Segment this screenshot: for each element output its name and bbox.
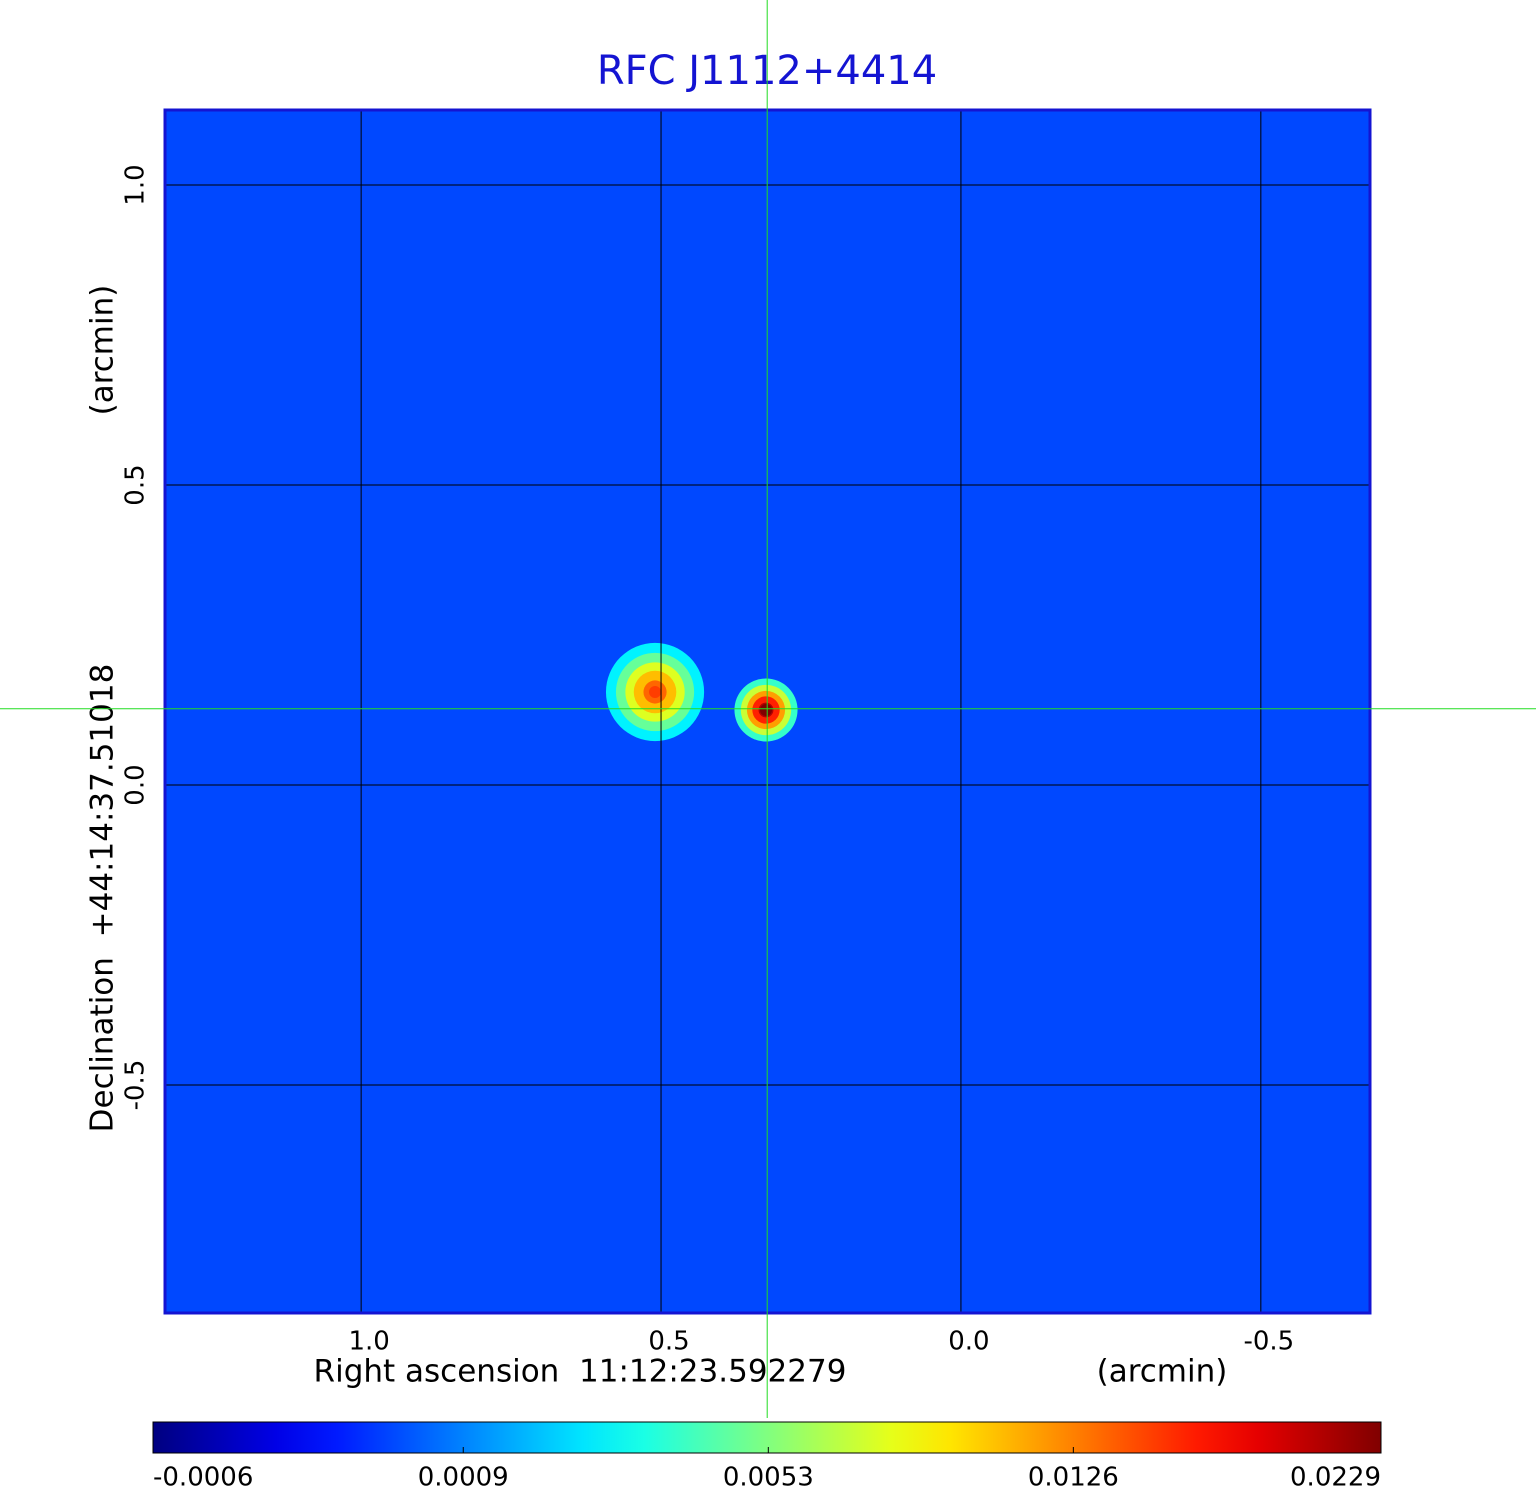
y-axis-label: Declination +44:14:37.51018 — [85, 664, 121, 1133]
colorbar-tick-label: 0.0009 — [418, 1463, 509, 1493]
colorbar-tick-label: 0.0053 — [723, 1463, 814, 1493]
colorbar-tick-label: 0.0126 — [1028, 1463, 1119, 1493]
x-tick-label: -0.5 — [1243, 1327, 1294, 1357]
x-axis-label: Right ascension 11:12:23.592279 — [314, 1354, 847, 1390]
x-tick-label: 1.0 — [348, 1327, 389, 1357]
y-tick-label: 1.0 — [121, 164, 151, 205]
source — [649, 686, 662, 698]
x-axis-unit: (arcmin) — [1097, 1354, 1228, 1390]
source — [760, 704, 773, 716]
colorbar-tick-label: -0.0006 — [153, 1463, 253, 1493]
x-tick-label: 0.5 — [648, 1327, 689, 1357]
colorbar-tick-label: 0.0229 — [1290, 1463, 1381, 1493]
y-tick-label: -0.5 — [121, 1060, 151, 1111]
y-tick-label: 0.5 — [121, 464, 151, 505]
y-tick-label: 0.0 — [121, 764, 151, 805]
colorbar — [152, 1421, 1382, 1454]
y-axis-unit: (arcmin) — [85, 285, 121, 416]
x-tick-label: 0.0 — [948, 1327, 989, 1357]
